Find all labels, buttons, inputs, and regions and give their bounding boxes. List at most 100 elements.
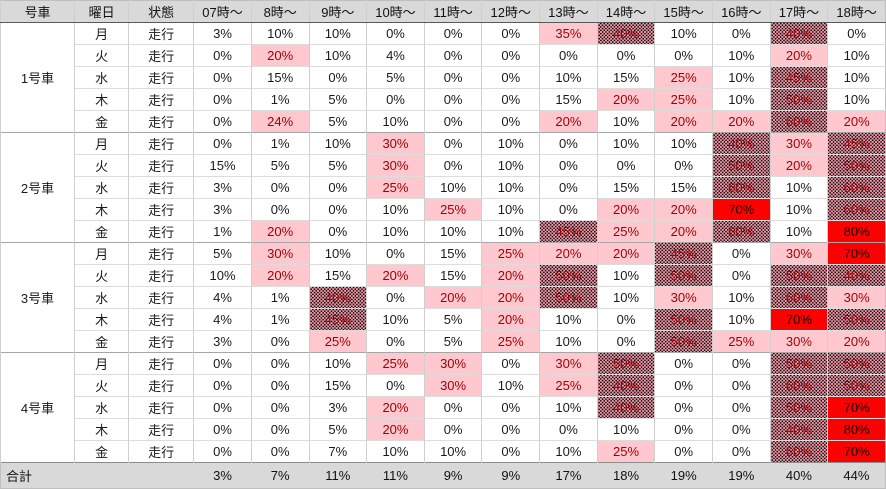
table-header: 号車 曜日 状態 07時～ 8時～ 9時～ 10時～ 11時～ 12時～ 13時～ 14時～ 15時～… [0, 0, 886, 23]
usage-value-cell: 25% [711, 330, 771, 353]
usage-value-cell: 0% [539, 154, 598, 177]
usage-value-cell: 0% [711, 22, 771, 45]
usage-value-cell: 35% [539, 22, 598, 45]
usage-value-cell: 0% [193, 418, 252, 441]
usage-value-cell: 20% [596, 88, 655, 111]
usage-value-cell: 60% [769, 374, 828, 397]
usage-value-cell: 10% [423, 220, 482, 243]
data-row: 3号車月走行 5% 30% 10% 0% 15% 25% 20% 20% 45% 0% 30% 70% [0, 242, 886, 353]
usage-value-cell: 0% [539, 132, 598, 155]
usage-value-cell: 50% [654, 330, 713, 353]
usage-value-cell: 10% [308, 44, 367, 67]
usage-value-cell: 15% [539, 88, 598, 111]
usage-value-cell: 5% [423, 330, 482, 353]
usage-value-cell: 70% [769, 308, 828, 331]
header-row: 号車 曜日 状態 07時～ 8時～ 9時～ 10時～ 11時～ 12時～ 13時～ 14時～ 15時～… [0, 0, 886, 23]
usage-value-cell: 5% [366, 66, 425, 89]
usage-value-cell: 45% [827, 132, 886, 155]
usage-value-cell: 25% [654, 88, 713, 111]
column-header-time: 16時～ [711, 0, 771, 23]
usage-value-cell: 10% [193, 264, 252, 287]
data-row: 木走行 0% 1% 5% 0% 0% 0% 15% 20% 25% 10% 50% 10% [1, 88, 886, 111]
total-value-cell: 11% [366, 462, 425, 489]
usage-value-cell: 0% [193, 352, 252, 375]
usage-value-cell: 30% [366, 154, 425, 177]
usage-value-cell: 0% [308, 176, 367, 199]
usage-value-cell: 5% [250, 154, 309, 177]
usage-value-cell: 1% [250, 286, 309, 309]
usage-value-cell: 10% [827, 88, 886, 111]
total-value-cell: 18% [597, 462, 655, 489]
usage-value-cell: 20% [827, 330, 886, 353]
usage-value-cell: 20% [654, 198, 713, 221]
data-row: 2号車月走行 0% 1% 10% 30% 0% 10% 0% 10% 10% 40% 30% 45% [0, 132, 886, 243]
total-label: 合計 [0, 462, 194, 489]
usage-value-cell: 0% [423, 22, 482, 45]
usage-value-cell: 5% [308, 154, 367, 177]
usage-value-cell: 45% [769, 66, 828, 89]
usage-value-cell: 0% [250, 330, 309, 353]
usage-value-cell: 30% [539, 352, 598, 375]
usage-value-cell: 15% [423, 242, 482, 265]
usage-value-cell: 10% [481, 220, 540, 243]
usage-value-cell: 0% [193, 396, 252, 419]
data-row: 火走行 0% 0% 15% 0% 30% 10% 25% 40% 0% 0% 60% 50% [1, 374, 886, 397]
usage-value-cell: 50% [539, 286, 598, 309]
usage-value-cell: 20% [711, 110, 771, 133]
usage-value-cell: 20% [366, 264, 425, 287]
car-group-label: 2号車 [0, 132, 75, 243]
usage-value-cell: 25% [308, 330, 367, 353]
usage-value-cell: 10% [711, 286, 771, 309]
usage-value-cell: 10% [769, 198, 828, 221]
usage-value-cell: 0% [193, 66, 252, 89]
usage-value-cell: 25% [481, 242, 540, 265]
usage-value-cell: 25% [423, 198, 482, 221]
usage-value-cell: 10% [481, 154, 540, 177]
weekday-cell: 火 [74, 264, 129, 287]
usage-value-cell: 50% [654, 308, 713, 331]
data-row: 水走行 0% 0% 3% 20% 0% 0% 10% 40% 0% 0% 50% 70% [1, 396, 886, 419]
usage-value-cell: 50% [827, 374, 886, 397]
usage-value-cell: 50% [539, 264, 598, 287]
usage-value-cell: 10% [366, 308, 425, 331]
usage-value-cell: 0% [539, 198, 598, 221]
total-value-cell: 17% [539, 462, 598, 489]
usage-value-cell: 0% [366, 374, 425, 397]
usage-value-cell: 20% [654, 110, 713, 133]
usage-value-cell: 25% [481, 330, 540, 353]
usage-value-cell: 5% [423, 308, 482, 331]
usage-value-cell: 60% [769, 440, 828, 463]
usage-value-cell: 10% [711, 66, 771, 89]
usage-value-cell: 10% [250, 22, 309, 45]
usage-value-cell: 0% [654, 440, 713, 463]
status-cell: 走行 [128, 330, 194, 353]
usage-value-cell: 0% [423, 44, 482, 67]
usage-value-cell: 0% [654, 154, 713, 177]
usage-value-cell: 1% [250, 308, 309, 331]
data-row: 木走行 0% 0% 5% 20% 0% 0% 0% 10% 0% 0% 40% 80% [1, 418, 886, 441]
usage-value-cell: 0% [654, 352, 713, 375]
usage-value-cell: 25% [654, 66, 713, 89]
weekday-cell: 火 [74, 44, 129, 67]
usage-value-cell: 0% [250, 198, 309, 221]
usage-value-cell: 4% [193, 286, 252, 309]
usage-value-cell: 30% [423, 374, 482, 397]
usage-value-cell: 10% [308, 242, 367, 265]
total-value-cell: 9% [481, 462, 540, 489]
column-header-time: 18時～ [827, 0, 886, 23]
usage-value-cell: 20% [250, 264, 309, 287]
data-row: 火走行 10% 20% 15% 20% 15% 20% 50% 10% 50% 0% 50% 40% [1, 264, 886, 287]
usage-value-cell: 30% [250, 242, 309, 265]
car-group-label: 1号車 [0, 22, 75, 133]
usage-value-cell: 30% [423, 352, 482, 375]
usage-value-cell: 0% [423, 66, 482, 89]
usage-value-cell: 0% [711, 396, 771, 419]
usage-value-cell: 0% [423, 88, 482, 111]
usage-value-cell: 30% [366, 132, 425, 155]
total-row: 合計 3% 7% 11% 11% 9% 9% 17% 18% 19% 19% 40% 44% [0, 462, 886, 489]
column-header-status: 状態 [128, 0, 194, 23]
usage-value-cell: 0% [423, 110, 482, 133]
usage-value-cell: 10% [481, 132, 540, 155]
usage-value-cell: 0% [481, 352, 540, 375]
weekday-cell: 木 [74, 88, 129, 111]
